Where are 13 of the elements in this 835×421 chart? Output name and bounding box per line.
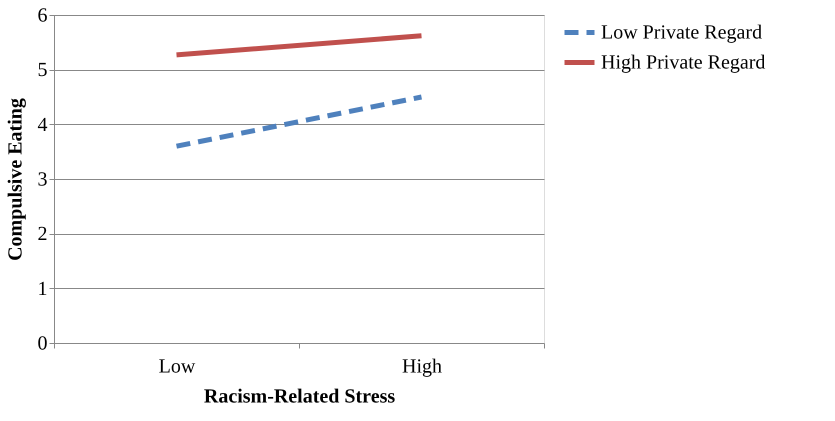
y-tick-label: 5 [38,59,48,82]
x-tick-label: High [402,356,442,378]
legend-label: High Private Regard [601,52,766,74]
y-tick-label: 3 [38,168,48,190]
y-tick-label: 6 [38,4,48,26]
x-tick-label: Low [158,356,196,378]
y-tick-label: 2 [38,223,48,246]
y-tick-label: 0 [38,332,48,354]
legend-label: Low Private Regard [601,22,762,44]
y-tick-label: 1 [38,278,48,300]
y-axis-title: Compulsive Eating [4,98,26,261]
y-tick-label: 4 [38,114,48,136]
x-axis-title: Racism-Related Stress [204,386,396,408]
